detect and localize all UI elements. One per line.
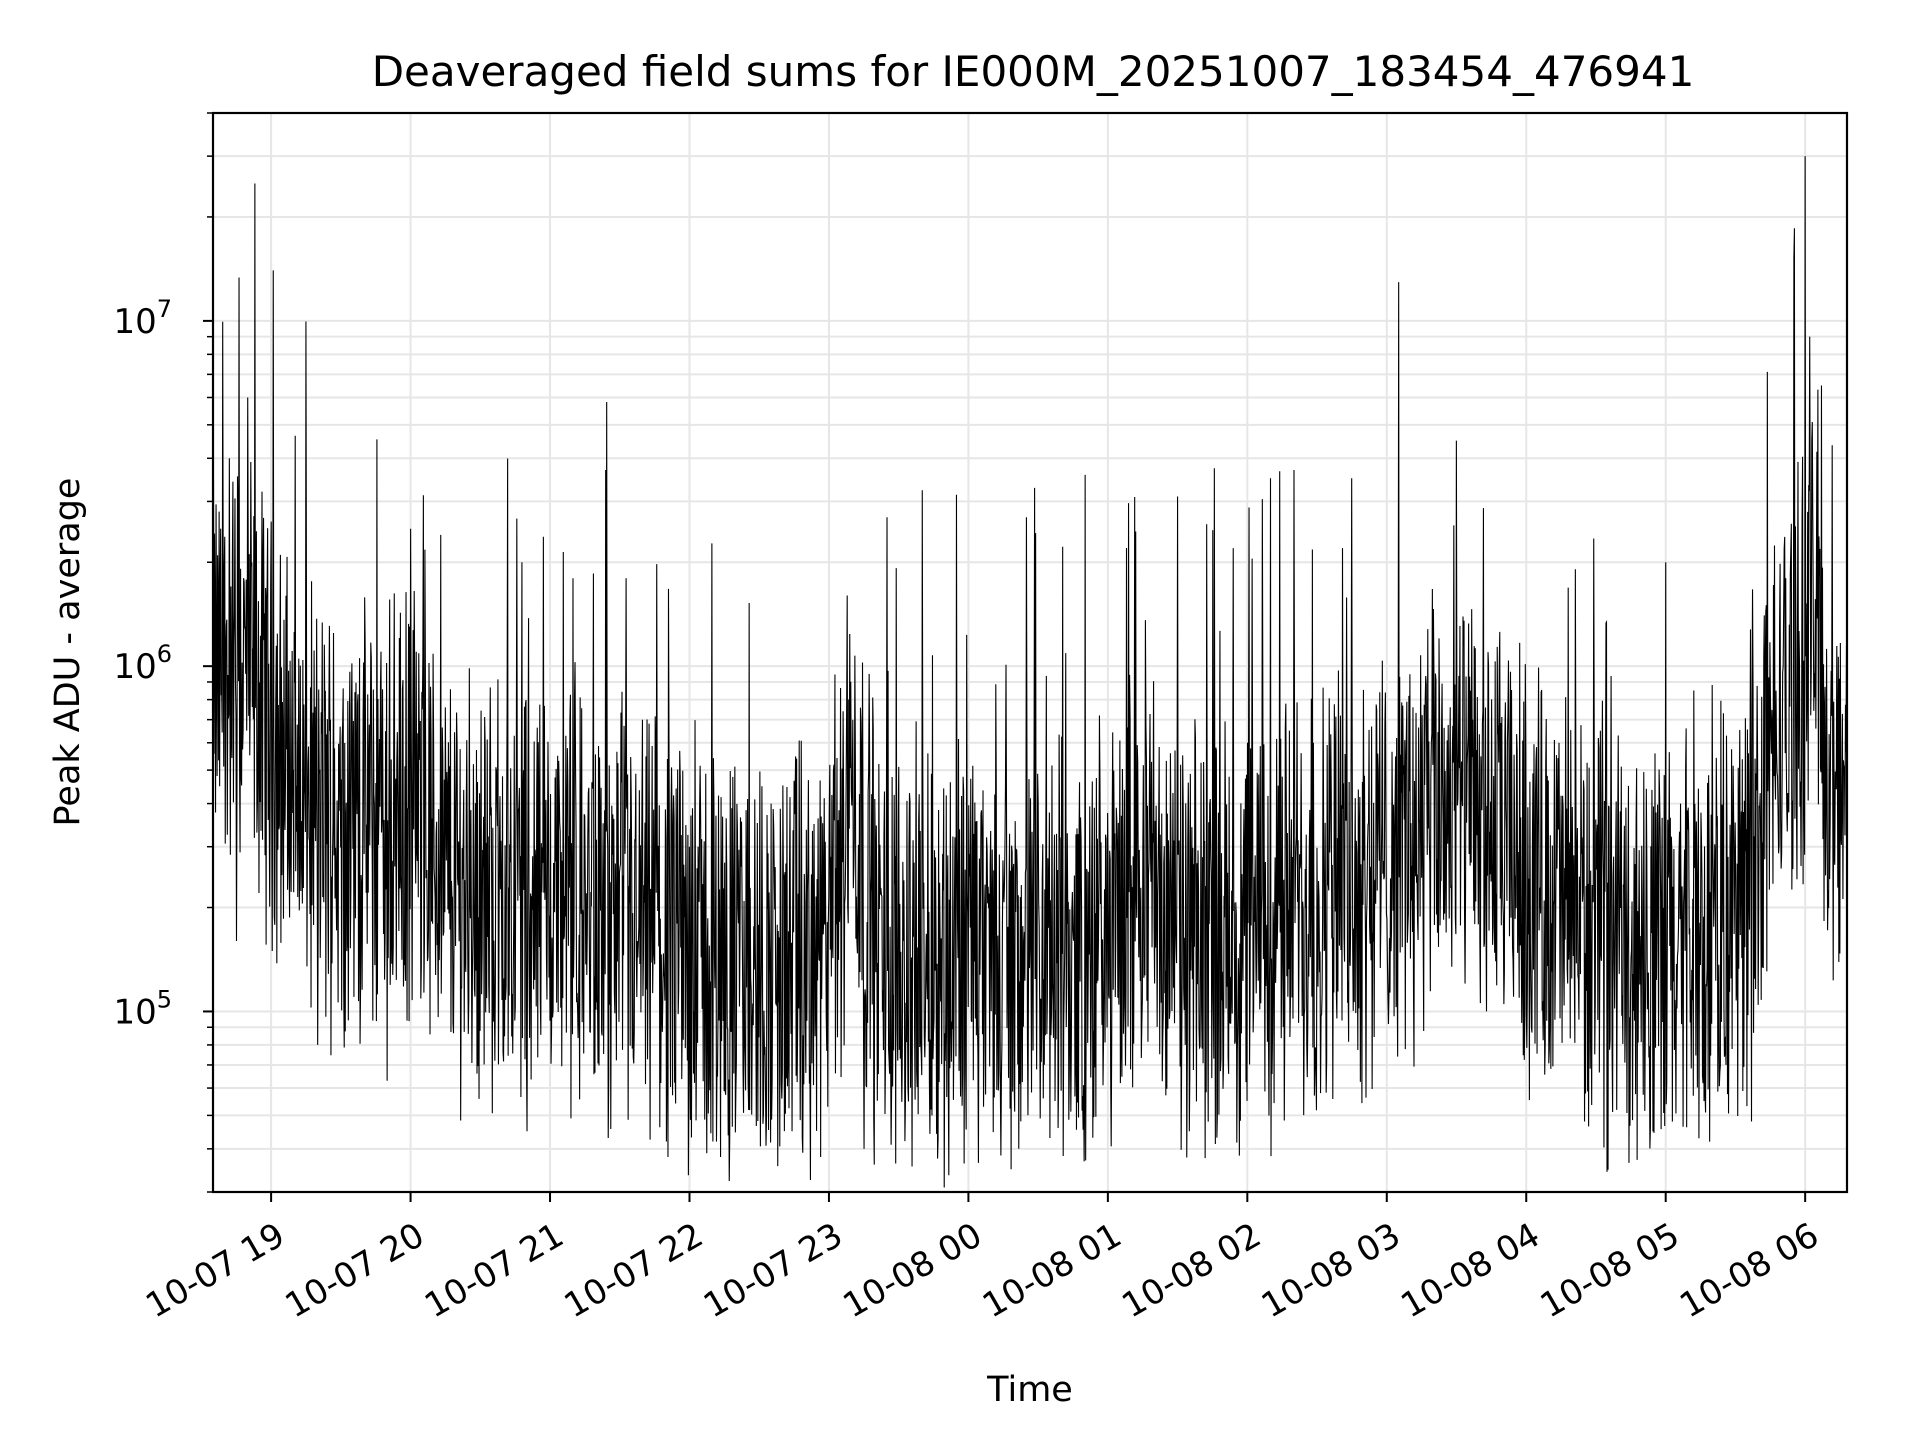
series-line [213,156,1847,1188]
y-axis-label: Peak ADU - average [48,478,88,827]
plot-frame [211,111,1849,1194]
x-axis-label: Time [986,1370,1073,1410]
y-tick-label: 107 [113,295,172,342]
chart-title: Deaveraged field sums for IE000M_2025100… [372,47,1695,96]
y-tick-label: 105 [113,985,172,1032]
y-tick-label: 106 [113,640,172,687]
y-axis: 105 106 107 [113,112,213,1193]
